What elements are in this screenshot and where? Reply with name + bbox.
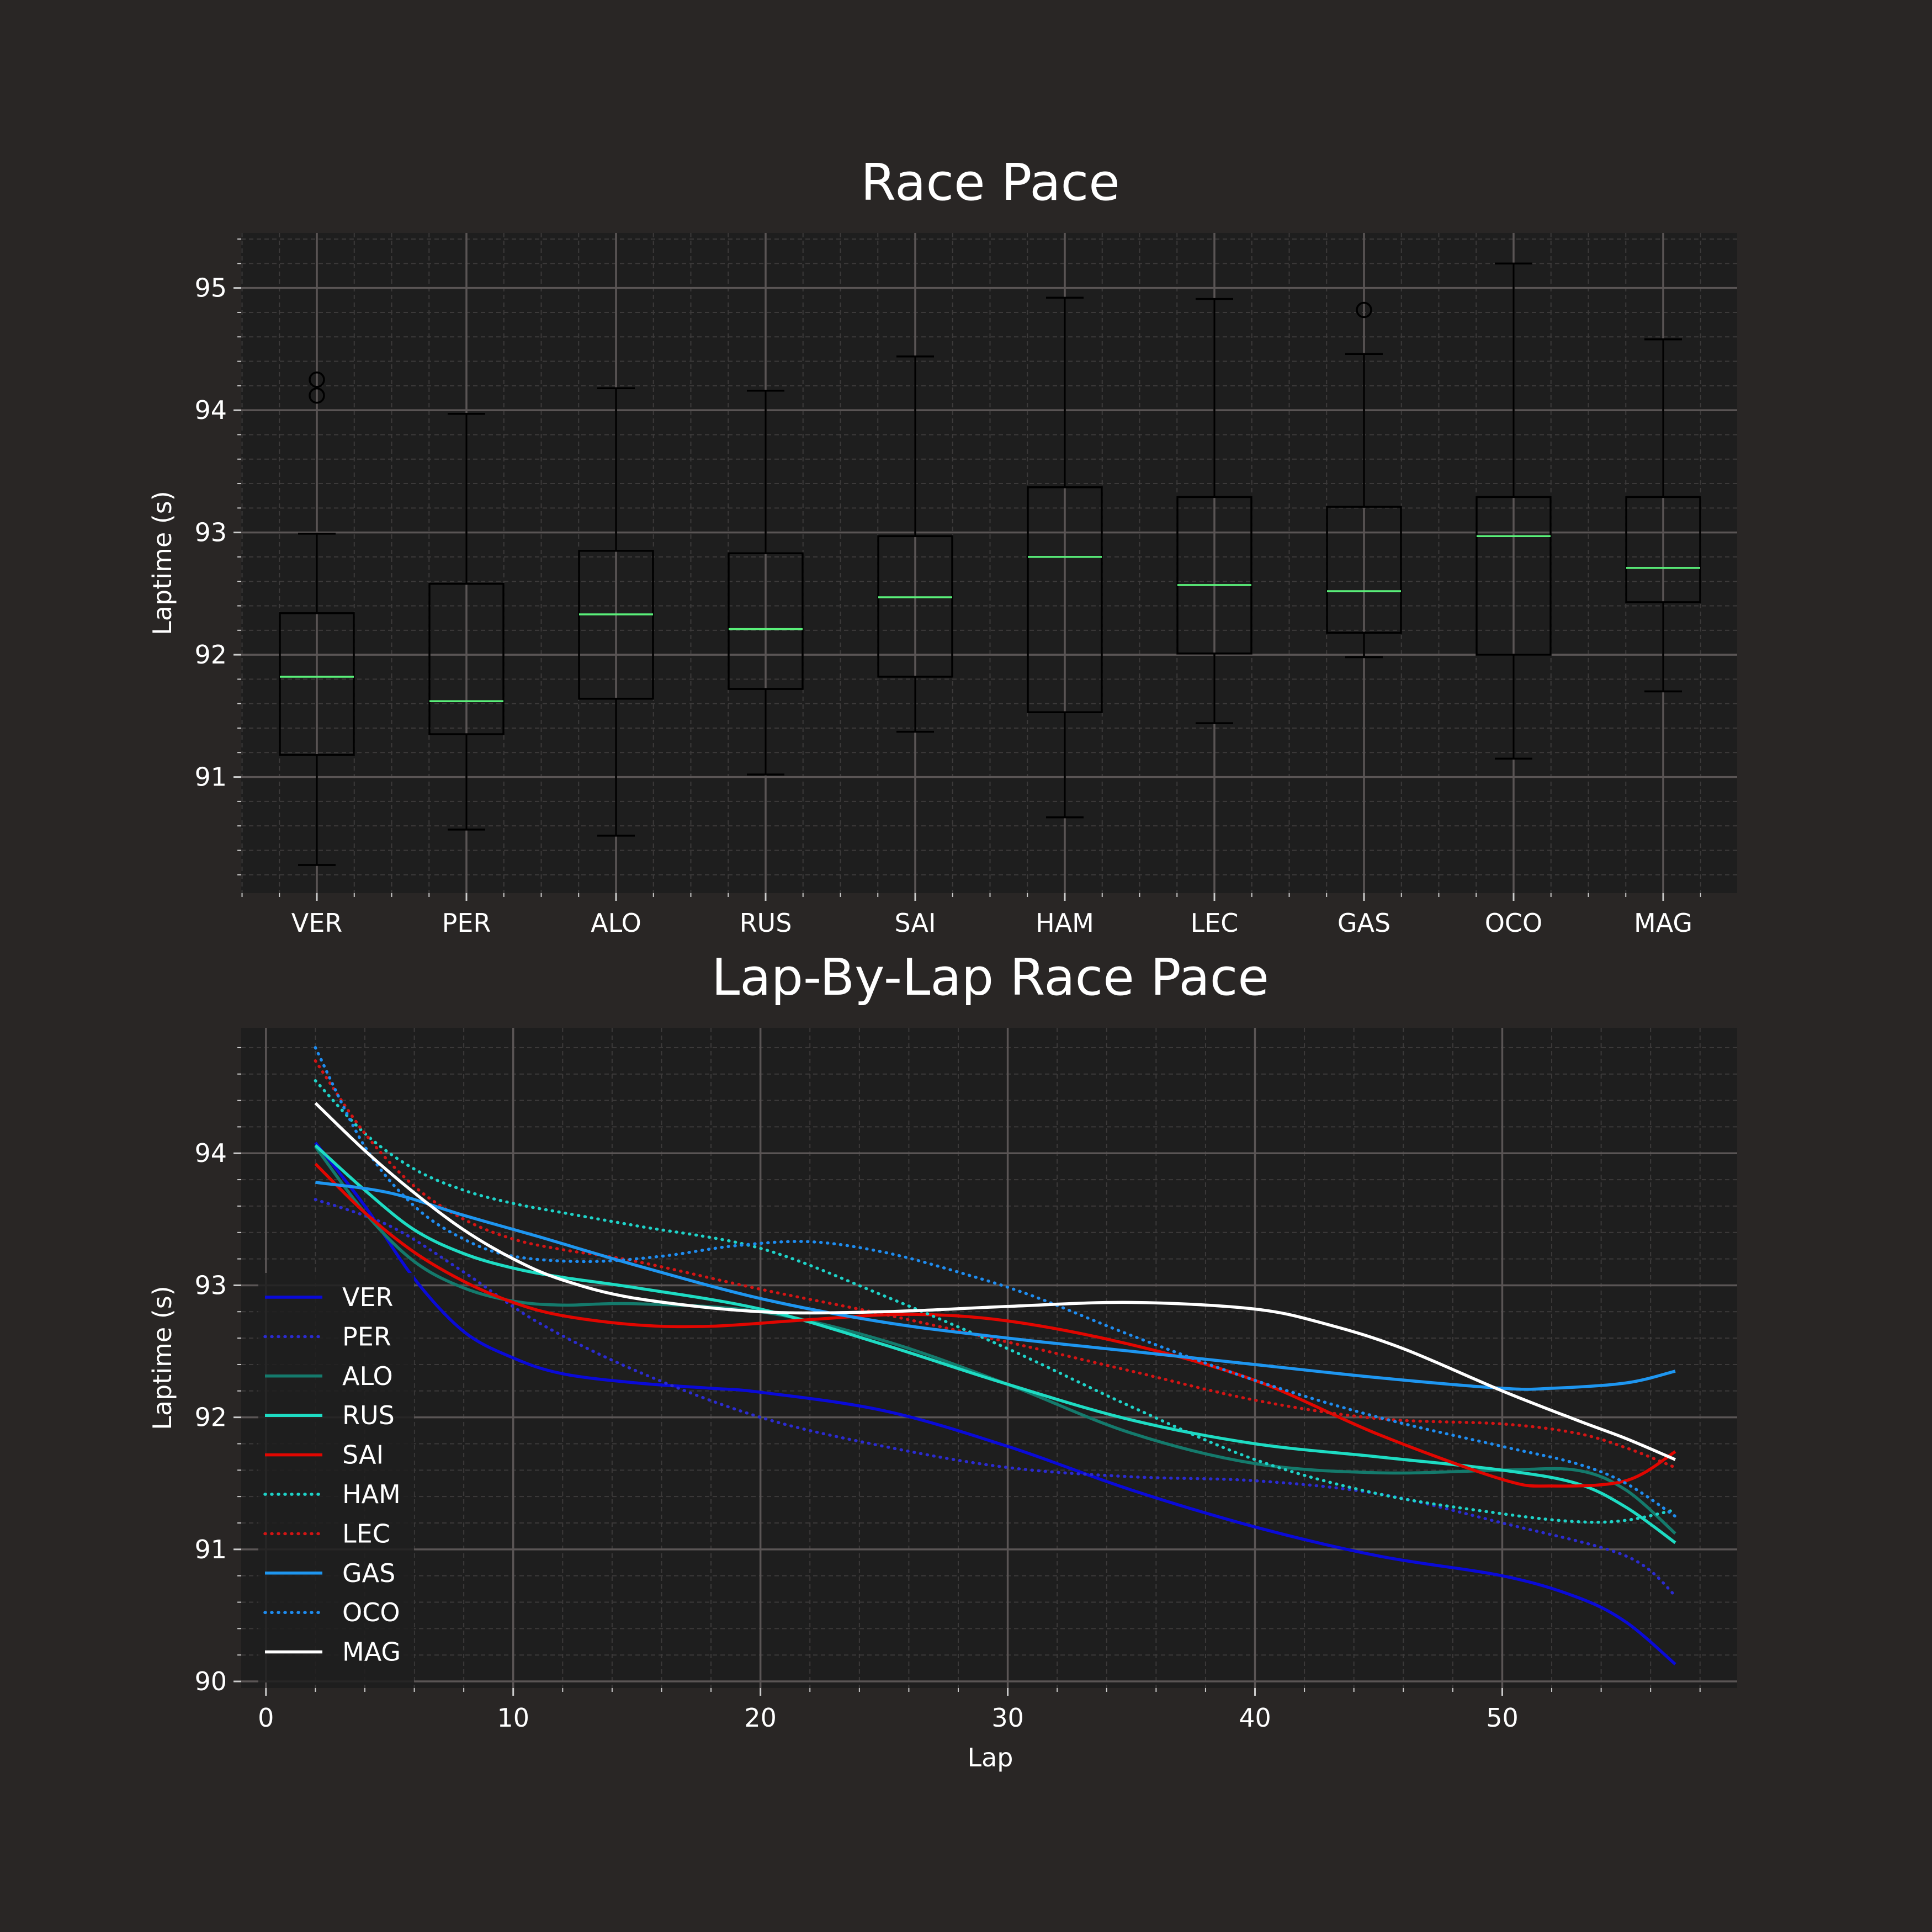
- box-per: [428, 413, 505, 831]
- boxplot-xtick-label: HAM: [1036, 908, 1094, 938]
- box-sai: [877, 355, 953, 733]
- boxplot-title: Race Pace: [861, 153, 1120, 212]
- line-ytick-label: 91: [194, 1535, 227, 1564]
- box-iqr: [279, 612, 355, 756]
- legend-box: [258, 1273, 414, 1682]
- line-ytick-label: 93: [194, 1270, 227, 1300]
- box-iqr: [578, 550, 654, 700]
- boxplot-xtick-label: VER: [291, 908, 343, 938]
- legend-label-lec: LEC: [342, 1519, 390, 1548]
- boxplot-ytick-label: 91: [194, 762, 227, 792]
- line-ytick-label: 94: [194, 1138, 227, 1168]
- series-line-rus: [314, 1144, 1676, 1544]
- line-xlabel: Lap: [967, 1743, 1013, 1772]
- series-line-lec: [314, 1059, 1677, 1469]
- boxplot-xtick-label: MAG: [1634, 908, 1692, 938]
- boxplot-xtick-label: ALO: [591, 908, 641, 938]
- box-ham: [1027, 296, 1103, 819]
- boxplot-grid: [241, 233, 1737, 893]
- legend-label-ham: HAM: [342, 1479, 401, 1509]
- line-title: Lap-By-Lap Race Pace: [712, 948, 1269, 1007]
- boxplot-xtick-label: RUS: [740, 908, 792, 938]
- boxplot-xtick-label: PER: [442, 908, 491, 938]
- line-chart: Lap-By-Lap Race Pace 90 91 92 93 94 0 10 20 30 40…: [147, 948, 1737, 1772]
- line-xtick-label: 30: [991, 1703, 1024, 1733]
- boxplot-ytick-label: 94: [194, 395, 227, 425]
- boxplot-ytick-label: 92: [194, 640, 227, 670]
- boxplot-xtick-label: SAI: [894, 908, 936, 938]
- box-iqr: [1475, 496, 1552, 656]
- line-xtick-label: 10: [497, 1703, 529, 1733]
- line-xtick-label: 0: [258, 1703, 274, 1733]
- legend-label-oco: OCO: [342, 1597, 400, 1627]
- boxplot-xtick-label: OCO: [1485, 908, 1543, 938]
- boxplot-ytick-label: 93: [194, 518, 227, 548]
- legend-label-alo: ALO: [342, 1361, 393, 1391]
- boxplot-ticks: 91 92 93 94 95 VER PER ALO RUS SAI HAM LEC GAS OCO MAG: [194, 238, 1701, 938]
- box-alo: [578, 387, 654, 837]
- boxplot-chart: Race Pace 91 92 93 94 95 VER PER ALO RUS SAI HAM LE…: [147, 153, 1737, 938]
- legend: VER PER ALO RUS SAI HAM LEC GAS OCO MAG: [258, 1273, 414, 1682]
- box-flier: [1356, 301, 1372, 319]
- boxplot-ytick-label: 95: [194, 273, 227, 303]
- legend-label-gas: GAS: [342, 1558, 395, 1588]
- series-line-ver: [314, 1142, 1676, 1665]
- boxplot-axes-background: [241, 233, 1737, 893]
- series-line-ham: [314, 1079, 1677, 1524]
- box-iqr: [1176, 496, 1252, 655]
- box-rus: [728, 389, 804, 776]
- box-iqr: [428, 582, 505, 735]
- box-gas: [1326, 301, 1402, 659]
- box-iqr: [1326, 506, 1402, 634]
- line-ytick-label: 90: [194, 1666, 227, 1696]
- legend-label-rus: RUS: [342, 1400, 395, 1430]
- line-ytick-label: 92: [194, 1403, 227, 1432]
- series-line-gas: [315, 1181, 1676, 1391]
- boxplot-ylabel: Laptime (s): [147, 491, 177, 635]
- legend-label-per: PER: [342, 1321, 391, 1351]
- legend-label-sai: SAI: [342, 1440, 384, 1470]
- legend-label-mag: MAG: [342, 1637, 401, 1667]
- line-xtick-label: 20: [744, 1703, 777, 1733]
- line-axes-background: [241, 1028, 1737, 1688]
- box-lec: [1176, 298, 1252, 724]
- series-line-oco: [314, 1046, 1677, 1518]
- boxplot-xtick-label: GAS: [1337, 908, 1390, 938]
- boxplot-boxes: [279, 262, 1701, 866]
- box-ver: [279, 371, 355, 866]
- line-ticks: 90 91 92 93 94 0 10 20 30 40 50: [194, 1047, 1701, 1733]
- box-mag: [1625, 338, 1701, 693]
- box-oco: [1475, 262, 1552, 760]
- line-ylabel: Laptime (s): [147, 1286, 177, 1430]
- boxplot-xtick-label: LEC: [1191, 908, 1239, 938]
- line-xtick-label: 40: [1239, 1703, 1271, 1733]
- box-iqr: [1027, 486, 1103, 713]
- line-xtick-label: 50: [1486, 1703, 1519, 1733]
- legend-label-ver: VER: [342, 1282, 394, 1312]
- box-flier: [309, 371, 325, 388]
- line-series: [314, 1046, 1677, 1665]
- box-iqr: [877, 535, 953, 678]
- box-iqr: [728, 552, 804, 690]
- box-flier: [309, 387, 325, 404]
- box-iqr: [1625, 496, 1701, 603]
- series-line-sai: [314, 1163, 1676, 1488]
- series-line-mag: [314, 1102, 1676, 1461]
